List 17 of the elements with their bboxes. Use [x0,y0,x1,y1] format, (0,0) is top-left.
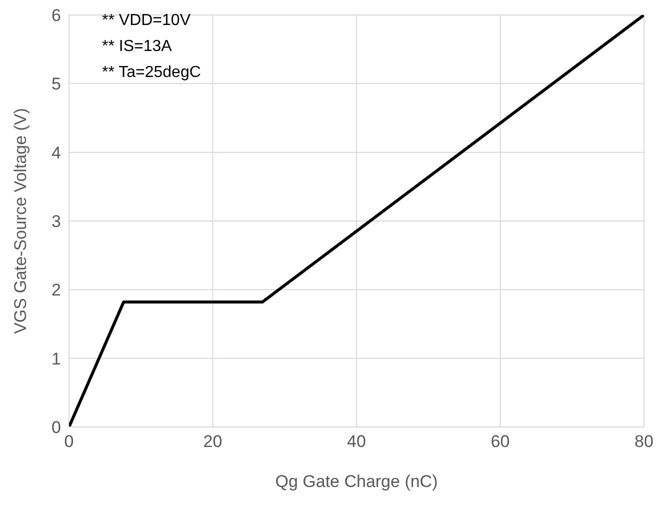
y-tick-label: 2 [52,280,61,300]
y-tick-label: 1 [52,349,61,368]
x-tick-label: 20 [203,432,222,452]
x-tick-label: 0 [64,432,74,452]
y-tick-label: 5 [52,74,61,94]
x-axis-title: Qg Gate Charge (nC) [275,472,438,491]
y-axis-title: VGS Gate-Source Voltage (V) [11,108,30,334]
y-tick-label: 4 [52,143,61,162]
annotation: ** IS=13A [102,38,172,56]
x-tick-label: 40 [347,432,366,452]
y-tick-label: 0 [52,418,61,438]
x-tick-label: 60 [490,432,510,452]
x-tick-label: 80 [634,432,654,452]
y-tick-label: 6 [52,6,61,26]
annotation: ** VDD=10V [102,12,190,30]
annotation: ** Ta=25degC [102,64,201,82]
y-tick-label: 3 [52,212,61,232]
